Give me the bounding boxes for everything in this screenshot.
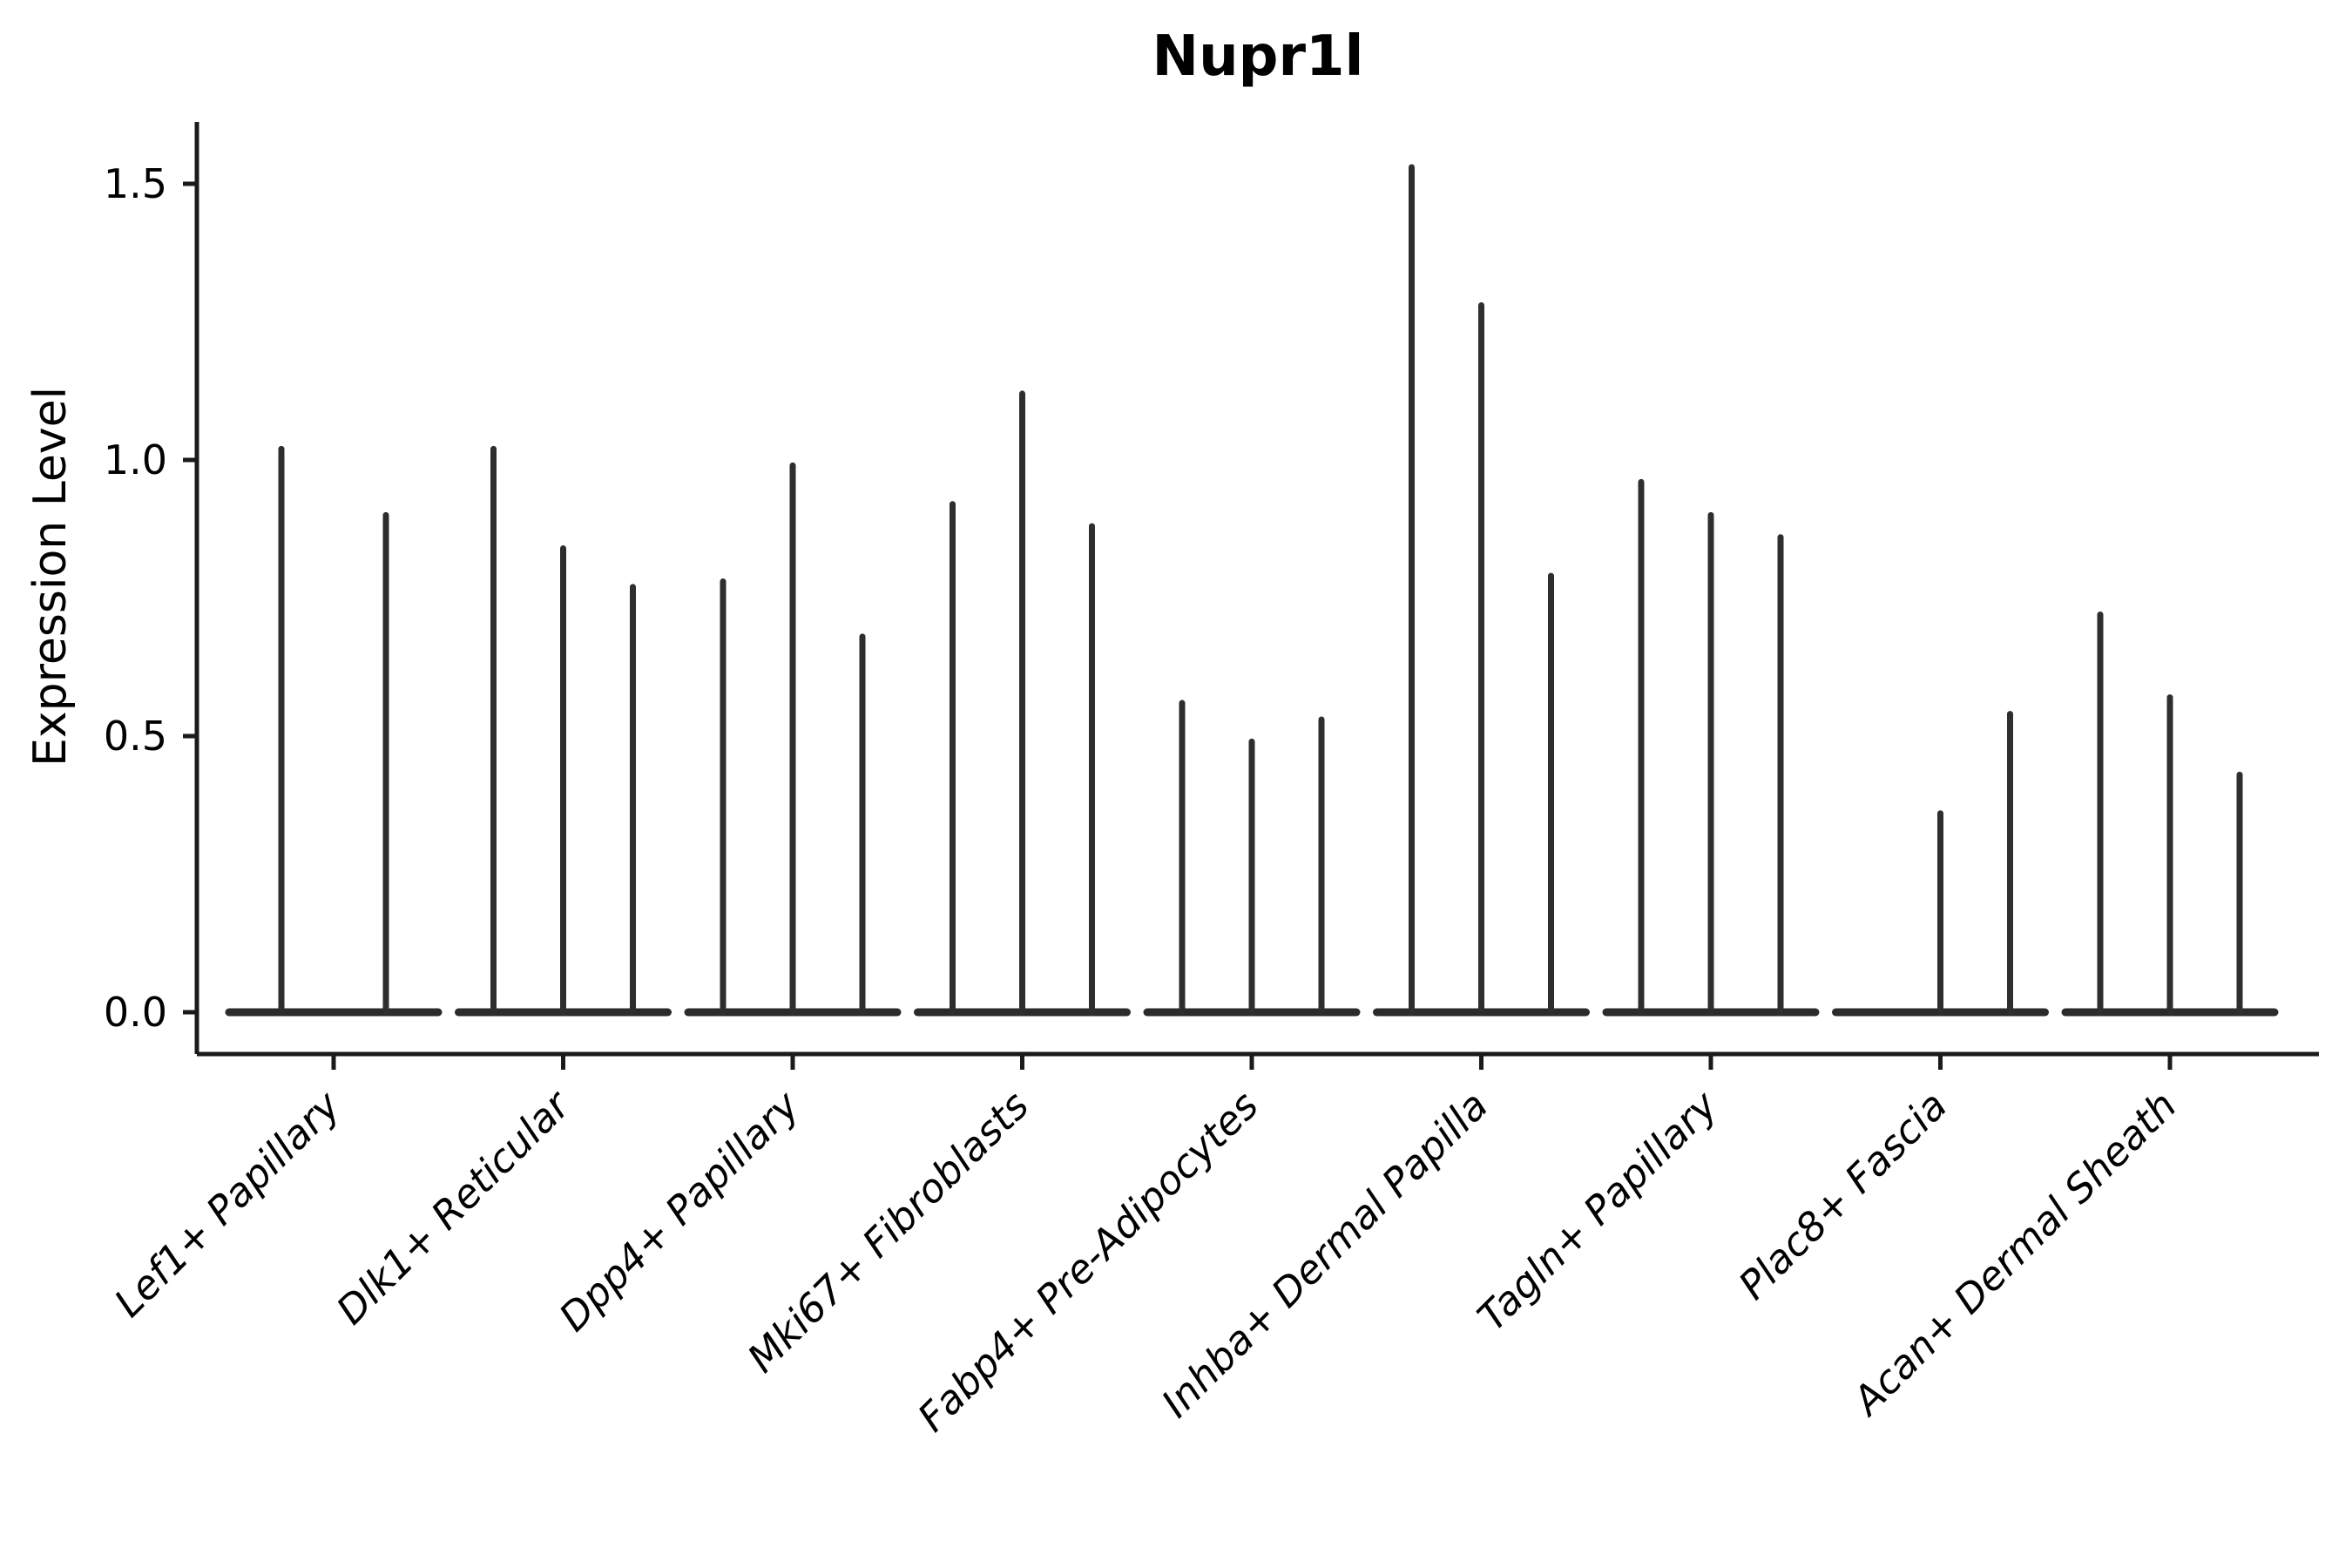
chart-title: Nupr1l: [1152, 24, 1364, 89]
x-tick-label: Lef1+ Papillary: [105, 1081, 350, 1326]
x-tick-label: Tagln+ Papillary: [1469, 1081, 1727, 1340]
y-tick-label: 1.5: [104, 160, 167, 207]
x-tick-label: Dpp4+ Papillary: [551, 1081, 809, 1340]
y-tick-label: 0.5: [104, 713, 167, 760]
x-tick-label: Dlk1+ Reticular: [328, 1081, 580, 1334]
y-tick-label: 0.0: [104, 989, 167, 1036]
y-tick-label: 1.0: [104, 436, 167, 483]
x-tick-label: Plac8+ Fascia: [1730, 1082, 1957, 1308]
